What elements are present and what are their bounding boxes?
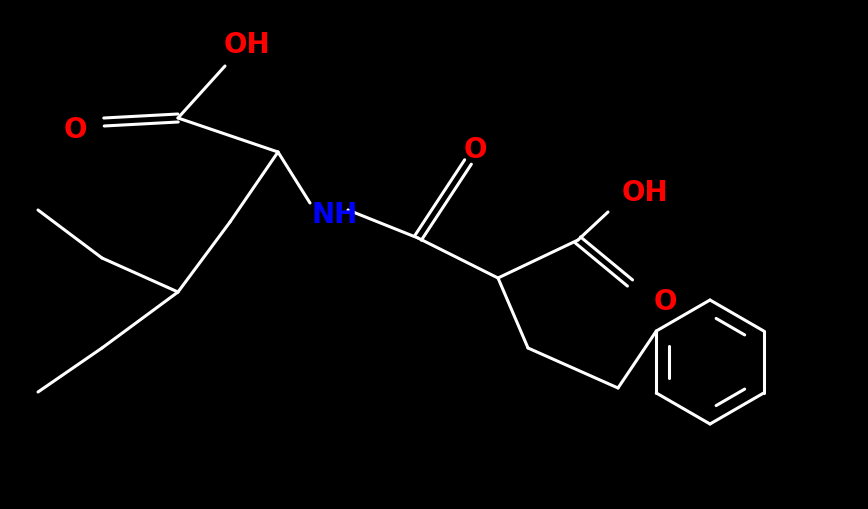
Text: OH: OH: [224, 31, 270, 59]
Text: OH: OH: [621, 179, 668, 207]
Text: O: O: [464, 136, 487, 164]
Text: NH: NH: [312, 201, 358, 229]
Text: O: O: [63, 116, 87, 144]
Text: O: O: [654, 288, 677, 316]
